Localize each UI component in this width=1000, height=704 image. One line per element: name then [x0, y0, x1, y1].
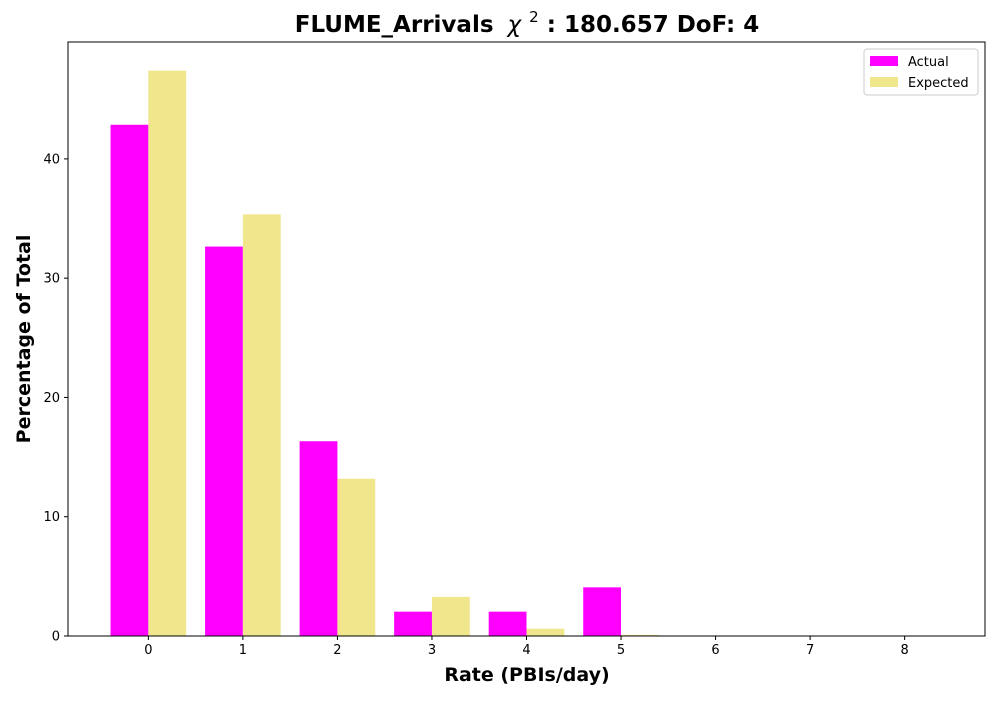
y-tick-label: 0: [52, 630, 60, 645]
y-axis-label: Percentage of Total: [13, 235, 35, 444]
bar-actual-5: [583, 587, 621, 636]
bar-actual-3: [394, 612, 432, 636]
chart-title-chi-superscript: 2: [529, 8, 539, 26]
bar-actual-4: [489, 612, 527, 636]
bar-actual-2: [300, 441, 338, 636]
x-tick-label: 3: [428, 643, 436, 658]
chart-title-text: FLUME_Arrivals: [295, 12, 494, 38]
x-tick-label: 7: [806, 643, 814, 658]
bar-expected-4: [527, 629, 565, 636]
chart-title-stats: : 180.657 DoF: 4: [547, 12, 760, 38]
x-tick-label: 1: [239, 643, 247, 658]
y-tick-label: 40: [43, 152, 60, 167]
y-tick-label: 30: [43, 272, 60, 287]
legend: Actual Expected: [864, 49, 978, 95]
chart-title-chi: χ: [506, 12, 523, 38]
legend-swatch-actual: [870, 56, 898, 66]
legend-label-actual: Actual: [908, 55, 949, 70]
x-axis-label: Rate (PBIs/day): [444, 664, 609, 686]
y-tick-label: 10: [43, 510, 60, 525]
x-tick-label: 6: [711, 643, 719, 658]
bar-expected-3: [432, 597, 470, 636]
legend-swatch-expected: [870, 77, 898, 87]
bar-actual-0: [111, 125, 149, 636]
bar-expected-0: [148, 71, 186, 636]
y-tick-label: 20: [43, 391, 60, 406]
bar-actual-1: [205, 247, 243, 636]
chart-title: FLUME_Arrivals χ 2 : 180.657 DoF: 4: [295, 2, 760, 38]
bars-layer: [111, 71, 754, 636]
x-tick-label: 4: [522, 643, 530, 658]
x-tick-label: 2: [333, 643, 341, 658]
bar-expected-1: [243, 214, 281, 636]
x-tick-label: 0: [144, 643, 152, 658]
x-tick-label: 5: [617, 643, 625, 658]
legend-label-expected: Expected: [908, 76, 969, 91]
bar-expected-2: [337, 479, 375, 636]
x-tick-label: 8: [901, 643, 909, 658]
